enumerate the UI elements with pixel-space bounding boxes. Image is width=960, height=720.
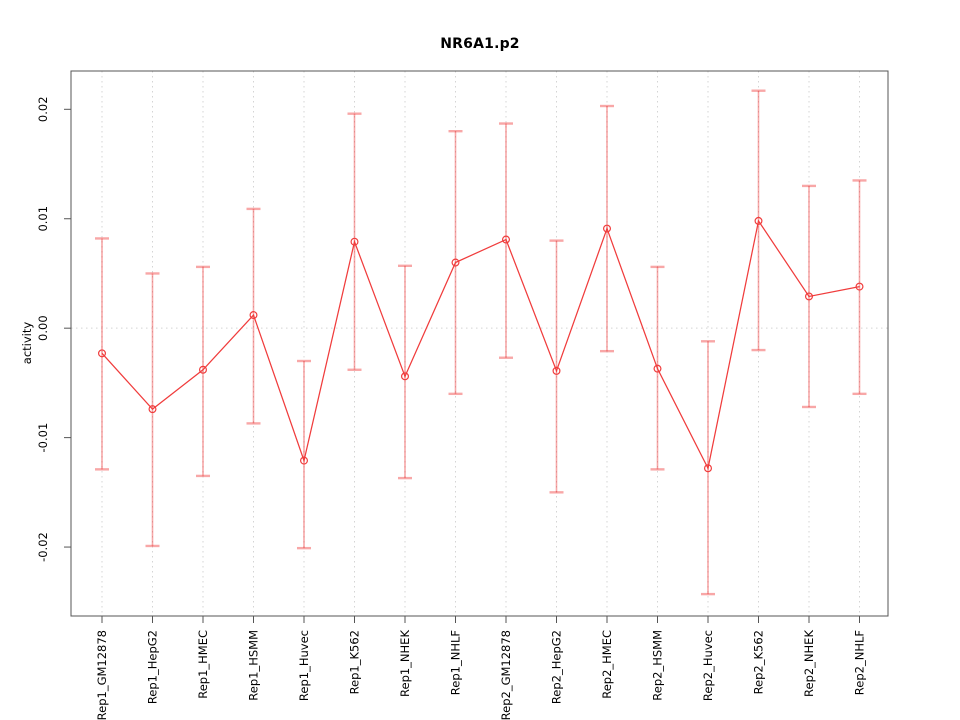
x-tick-label: Rep1_HMEC bbox=[196, 630, 210, 699]
y-tick-label: 0.01 bbox=[36, 206, 50, 232]
y-tick-label: -0.02 bbox=[36, 532, 50, 562]
data-point bbox=[350, 237, 359, 246]
x-tick-label: Rep1_HepG2 bbox=[146, 630, 160, 704]
x-tick-label: Rep2_Huvec bbox=[701, 630, 715, 701]
data-point bbox=[653, 364, 662, 373]
x-tick-label: Rep1_Huvec bbox=[297, 630, 311, 701]
x-tick-label: Rep2_HepG2 bbox=[550, 630, 564, 704]
chart-title: NR6A1.p2 bbox=[440, 36, 520, 52]
data-point bbox=[552, 366, 561, 375]
x-tick-label: Rep2_GM12878 bbox=[499, 630, 513, 720]
x-tick-label: Rep2_K562 bbox=[752, 630, 766, 694]
data-point bbox=[97, 349, 106, 358]
data-point bbox=[451, 258, 460, 267]
x-tick-label: Rep2_HMEC bbox=[600, 630, 614, 699]
data-point bbox=[199, 365, 208, 374]
x-tick-label: Rep1_NHLF bbox=[449, 630, 463, 695]
series-line bbox=[101, 219, 860, 471]
y-tick-label: 0.00 bbox=[36, 315, 50, 341]
x-tick-label: Rep1_HSMM bbox=[247, 630, 261, 701]
x-tick-label: Rep1_GM12878 bbox=[95, 630, 109, 720]
data-point bbox=[703, 464, 712, 473]
data-point bbox=[502, 235, 511, 244]
data-point bbox=[401, 372, 410, 381]
data-point bbox=[602, 224, 611, 233]
y-tick-label: -0.01 bbox=[36, 423, 50, 453]
x-tick-label: Rep1_NHEK bbox=[398, 630, 412, 697]
data-point bbox=[804, 292, 813, 301]
data-point bbox=[249, 311, 258, 320]
x-tick-label: Rep2_NHLF bbox=[853, 630, 867, 695]
x-tick-label: Rep2_NHEK bbox=[802, 630, 816, 697]
data-point bbox=[148, 405, 157, 414]
y-tick-label: 0.02 bbox=[36, 96, 50, 122]
plot-box bbox=[70, 70, 889, 617]
x-tick-label: Rep1_K562 bbox=[348, 630, 362, 694]
x-tick-label: Rep2_HSMM bbox=[651, 630, 665, 701]
data-point bbox=[855, 282, 864, 291]
data-point bbox=[300, 456, 309, 465]
data-point bbox=[754, 216, 763, 225]
